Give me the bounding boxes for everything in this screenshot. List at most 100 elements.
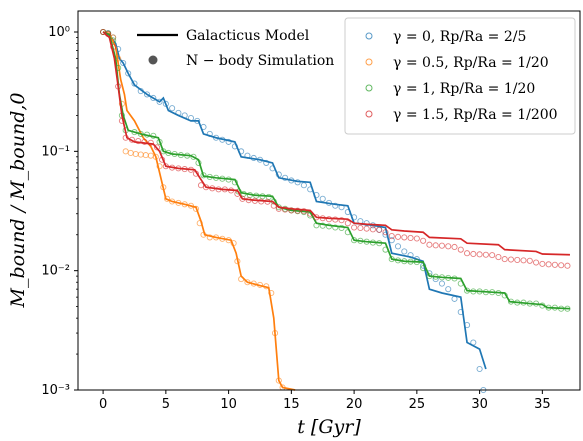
sim-point-3-57 xyxy=(438,242,446,249)
sim-point-3-34 xyxy=(294,207,301,214)
sim-point-2-41 xyxy=(338,224,345,232)
sim-point-3-74 xyxy=(545,261,552,268)
sim-point-0-38 xyxy=(332,202,339,209)
sim-point-0-10 xyxy=(156,98,163,105)
sim-point-3-59 xyxy=(451,243,458,251)
series-legend: γ = 0, Rp/Ra = 2/5 γ = 0.5, Rp/Ra = 1/20 γ… xyxy=(344,17,576,135)
model-line-1 xyxy=(102,31,296,391)
sim-point-1-6 xyxy=(127,149,134,156)
series-legend-marker-1 xyxy=(365,58,373,66)
sim-point-3-49 xyxy=(388,233,395,240)
series-legend-label-2: γ = 1, Rp/Ra = 1/20 xyxy=(393,81,535,97)
sim-point-3-62 xyxy=(470,250,477,258)
sim-point-3-2 xyxy=(110,43,117,50)
x-tick-label-5: 25 xyxy=(409,397,426,412)
sim-point-3-69 xyxy=(514,256,521,263)
sim-point-3-63 xyxy=(476,251,483,258)
sim-point-0-61 xyxy=(476,365,483,373)
sim-point-1-7 xyxy=(132,150,139,158)
sim-point-2-38 xyxy=(319,222,326,229)
sim-point-0-48 xyxy=(394,243,402,250)
sim-point-3-55 xyxy=(426,241,433,248)
sim-point-3-68 xyxy=(507,256,515,263)
series-legend-entries: γ = 0, Rp/Ra = 2/5 γ = 0.5, Rp/Ra = 1/20 γ… xyxy=(365,29,558,123)
series-legend-label-0: γ = 0, Rp/Ra = 2/5 xyxy=(393,29,526,45)
sim-point-3-60 xyxy=(457,246,464,253)
sim-point-3-61 xyxy=(463,250,471,257)
x-tick-label-6: 30 xyxy=(471,397,488,412)
sim-point-3-47 xyxy=(376,226,383,233)
sim-point-3-66 xyxy=(495,254,502,261)
style-legend-dot-swatch xyxy=(148,55,158,65)
sim-point-3-35 xyxy=(300,208,307,215)
sim-point-3-77 xyxy=(564,262,571,269)
sim-point-0-56 xyxy=(445,286,452,293)
series-legend-label-3: γ = 1.5, Rp/Ra = 1/200 xyxy=(393,107,558,123)
sim-point-1-10 xyxy=(147,152,154,159)
sim-point-3-32 xyxy=(282,206,289,213)
sim-point-0-27 xyxy=(263,159,270,166)
sim-point-2-18 xyxy=(200,172,207,179)
series-legend-label-1: γ = 0.5, Rp/Ra = 1/20 xyxy=(393,55,549,71)
sim-point-0-12 xyxy=(169,105,176,112)
series-legend-marker-2 xyxy=(365,84,373,92)
sim-point-0-36 xyxy=(319,195,326,202)
sim-point-3-42 xyxy=(344,220,351,227)
axes-layer: 0 5 10 15 20 25 30 35 10⁻³ 10⁻² 10⁻¹ 10⁰ xyxy=(41,25,550,412)
series-layer xyxy=(100,28,571,394)
sim-point-0-9 xyxy=(150,94,157,102)
sim-point-1-5 xyxy=(122,148,129,155)
sim-point-3-8 xyxy=(141,138,148,145)
x-tick-label-2: 10 xyxy=(220,397,237,412)
sim-point-3-73 xyxy=(539,260,546,267)
sim-point-3-0 xyxy=(100,28,107,36)
sim-point-0-33 xyxy=(300,182,307,189)
style-legend-label-sim: N − body Simulation xyxy=(186,53,334,69)
sim-point-3-70 xyxy=(520,257,527,264)
y-tick-label-2: 10⁻¹ xyxy=(41,144,70,159)
y-tick-label-1: 10⁻² xyxy=(41,264,70,279)
sim-point-3-41 xyxy=(338,217,345,224)
sim-point-3-58 xyxy=(445,243,452,250)
x-tick-label-3: 15 xyxy=(283,397,300,412)
sim-point-3-51 xyxy=(401,234,408,241)
model-line-3 xyxy=(102,31,570,256)
style-legend: Galacticus Model N − body Simulation xyxy=(137,28,334,69)
sim-point-1-14 xyxy=(164,195,171,202)
y-tick-label-3: 10⁰ xyxy=(48,25,70,40)
sim-point-3-33 xyxy=(288,207,295,214)
sim-point-3-7 xyxy=(135,137,142,145)
sim-point-3-56 xyxy=(432,242,439,249)
series-legend-marker-0 xyxy=(365,32,373,40)
sim-point-3-50 xyxy=(394,233,402,240)
sim-point-2-40 xyxy=(332,224,339,231)
sim-point-3-40 xyxy=(332,216,339,223)
sim-point-1-12 xyxy=(156,163,163,170)
sim-point-1-19 xyxy=(192,205,200,212)
sim-point-0-4 xyxy=(120,59,127,67)
sim-point-3-64 xyxy=(482,251,489,258)
sim-point-3-52 xyxy=(407,234,414,242)
sim-point-3-76 xyxy=(558,262,565,269)
sim-point-0-55 xyxy=(438,280,446,287)
model-line-0 xyxy=(102,31,487,370)
series-3 xyxy=(100,28,571,269)
sim-point-3-54 xyxy=(420,237,427,244)
sim-point-0-57 xyxy=(451,295,458,302)
model-line-2 xyxy=(102,31,571,310)
sim-point-3-71 xyxy=(526,257,533,264)
sim-point-0-8 xyxy=(143,91,151,98)
sim-point-3-45 xyxy=(363,225,370,232)
x-tick-label-0: 0 xyxy=(99,397,107,412)
sim-point-0-5 xyxy=(125,70,132,77)
sim-point-0-6 xyxy=(131,80,138,87)
sim-point-3-18 xyxy=(197,182,205,189)
sim-point-1-8 xyxy=(137,151,144,158)
sim-point-3-48 xyxy=(382,229,389,236)
sim-point-2-16 xyxy=(190,153,197,160)
style-legend-label-model: Galacticus Model xyxy=(186,28,310,44)
y-tick-label-0: 10⁻³ xyxy=(41,383,70,398)
x-tick-label-4: 20 xyxy=(346,397,363,412)
